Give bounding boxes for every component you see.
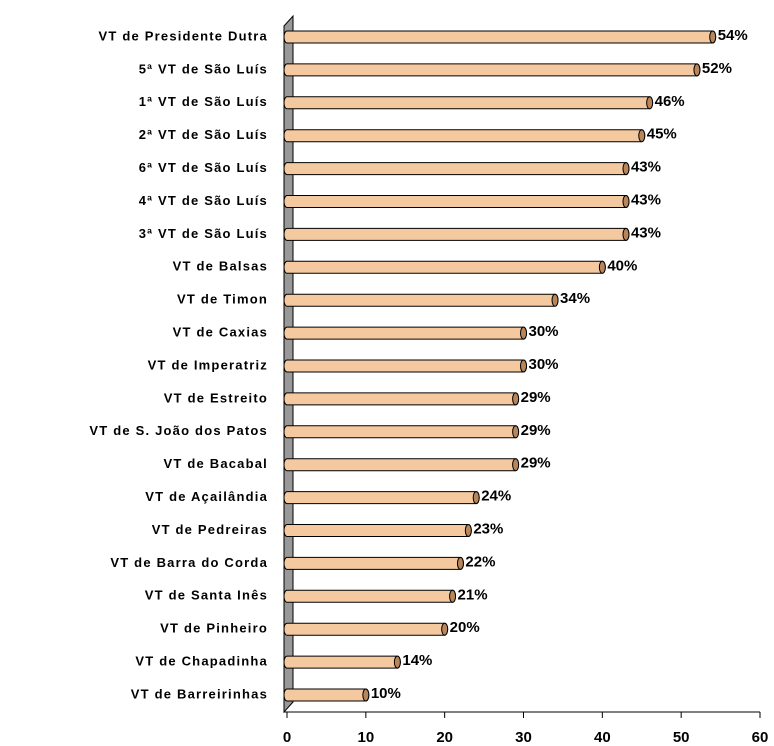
data-label: 34% xyxy=(560,290,590,307)
bar xyxy=(283,524,472,537)
bar xyxy=(283,589,457,603)
bar xyxy=(283,30,717,44)
y-tick-label: VT de Caxias xyxy=(173,325,268,340)
x-tick-label: 30 xyxy=(515,729,532,746)
y-tick-label: 4ª VT de São Luís xyxy=(139,193,268,208)
bar xyxy=(283,129,646,143)
y-tick-label: VT de S. João dos Patos xyxy=(89,423,268,438)
y-tick-label: VT de Imperatriz xyxy=(148,357,268,372)
bar-cap xyxy=(598,260,606,274)
bar xyxy=(283,162,630,176)
data-label: 45% xyxy=(647,126,677,143)
bar xyxy=(283,96,654,110)
bar xyxy=(283,655,401,669)
x-tick-label: 20 xyxy=(436,729,453,746)
y-tick-label: 6ª VT de São Luís xyxy=(139,160,268,175)
y-tick-label: VT de Timon xyxy=(177,292,268,307)
bar-cap xyxy=(520,359,527,373)
bar xyxy=(283,227,630,241)
bar-cap xyxy=(512,425,520,439)
bar-cap xyxy=(709,30,717,44)
bar xyxy=(283,359,527,373)
x-tick-label: 10 xyxy=(357,729,374,746)
y-tick-label: VT de Pedreiras xyxy=(152,522,268,537)
data-label: 30% xyxy=(529,356,559,373)
y-tick-label: VT de Presidente Dutra xyxy=(99,28,268,43)
bar-cap xyxy=(638,129,646,143)
bar-cap xyxy=(472,491,480,505)
data-label: 40% xyxy=(607,257,637,274)
data-label: 23% xyxy=(473,520,503,537)
y-tick-label: VT de Bacabal xyxy=(164,456,268,471)
data-label: 29% xyxy=(521,389,551,406)
bar xyxy=(283,293,559,307)
bar xyxy=(283,491,480,505)
y-tick-label: VT de Açailândia xyxy=(145,489,268,504)
data-label: 29% xyxy=(521,455,551,472)
y-tick-label: VT de Pinheiro xyxy=(160,621,268,636)
y-tick-label: 3ª VT de São Luís xyxy=(139,226,268,241)
x-tick-label: 50 xyxy=(673,729,690,746)
y-tick-label: VT de Barreirinhas xyxy=(131,686,268,701)
data-label: 20% xyxy=(450,619,480,636)
data-label: 43% xyxy=(631,224,661,241)
x-tick-label: 40 xyxy=(594,729,611,746)
bar xyxy=(283,622,449,636)
data-label: 52% xyxy=(702,60,732,77)
bar-cap xyxy=(393,655,401,669)
bar-cap xyxy=(551,293,559,307)
y-tick-label: VT de Barra do Corda xyxy=(110,555,268,570)
bar-cap xyxy=(512,392,520,406)
bar xyxy=(283,63,701,77)
bar xyxy=(283,688,370,702)
data-label: 22% xyxy=(465,553,495,570)
bar-cap xyxy=(512,458,520,472)
bar-cap xyxy=(449,589,457,603)
bar-cap xyxy=(622,162,630,176)
y-tick-label: VT de Chapadinha xyxy=(135,654,268,669)
data-label: 54% xyxy=(718,27,748,44)
bar-cap xyxy=(646,96,654,110)
bar-cap xyxy=(520,326,527,340)
y-tick-label: 2ª VT de São Luís xyxy=(139,127,268,142)
data-label: 24% xyxy=(481,488,511,505)
x-tick-label: 0 xyxy=(283,729,291,746)
data-label: 10% xyxy=(371,685,401,702)
bar-cap xyxy=(693,63,701,77)
bar-cap xyxy=(441,622,449,636)
x-tick-label: 60 xyxy=(752,729,769,746)
bar xyxy=(283,195,630,208)
y-tick-label: 5ª VT de São Luís xyxy=(139,61,268,76)
bar xyxy=(283,326,527,340)
data-label: 21% xyxy=(458,586,488,603)
bar-cap xyxy=(464,524,472,537)
data-label: 14% xyxy=(402,652,432,669)
data-label: 43% xyxy=(631,191,661,208)
y-tick-label: VT de Balsas xyxy=(173,259,268,274)
y-tick-label: VT de Estreito xyxy=(164,390,268,405)
y-tick-label: VT de Santa Inês xyxy=(145,588,268,603)
bar xyxy=(283,556,464,570)
bar-cap xyxy=(362,688,370,702)
bar xyxy=(283,392,520,406)
bar xyxy=(283,458,520,472)
data-label: 30% xyxy=(529,323,559,340)
bar xyxy=(283,260,606,274)
bar-cap xyxy=(622,195,630,208)
bar-cap xyxy=(456,556,464,570)
data-label: 29% xyxy=(521,422,551,439)
y-tick-label: 1ª VT de São Luís xyxy=(139,94,268,109)
bar xyxy=(283,425,520,439)
data-label: 46% xyxy=(655,93,685,110)
data-label: 43% xyxy=(631,159,661,176)
bar-cap xyxy=(622,227,630,241)
